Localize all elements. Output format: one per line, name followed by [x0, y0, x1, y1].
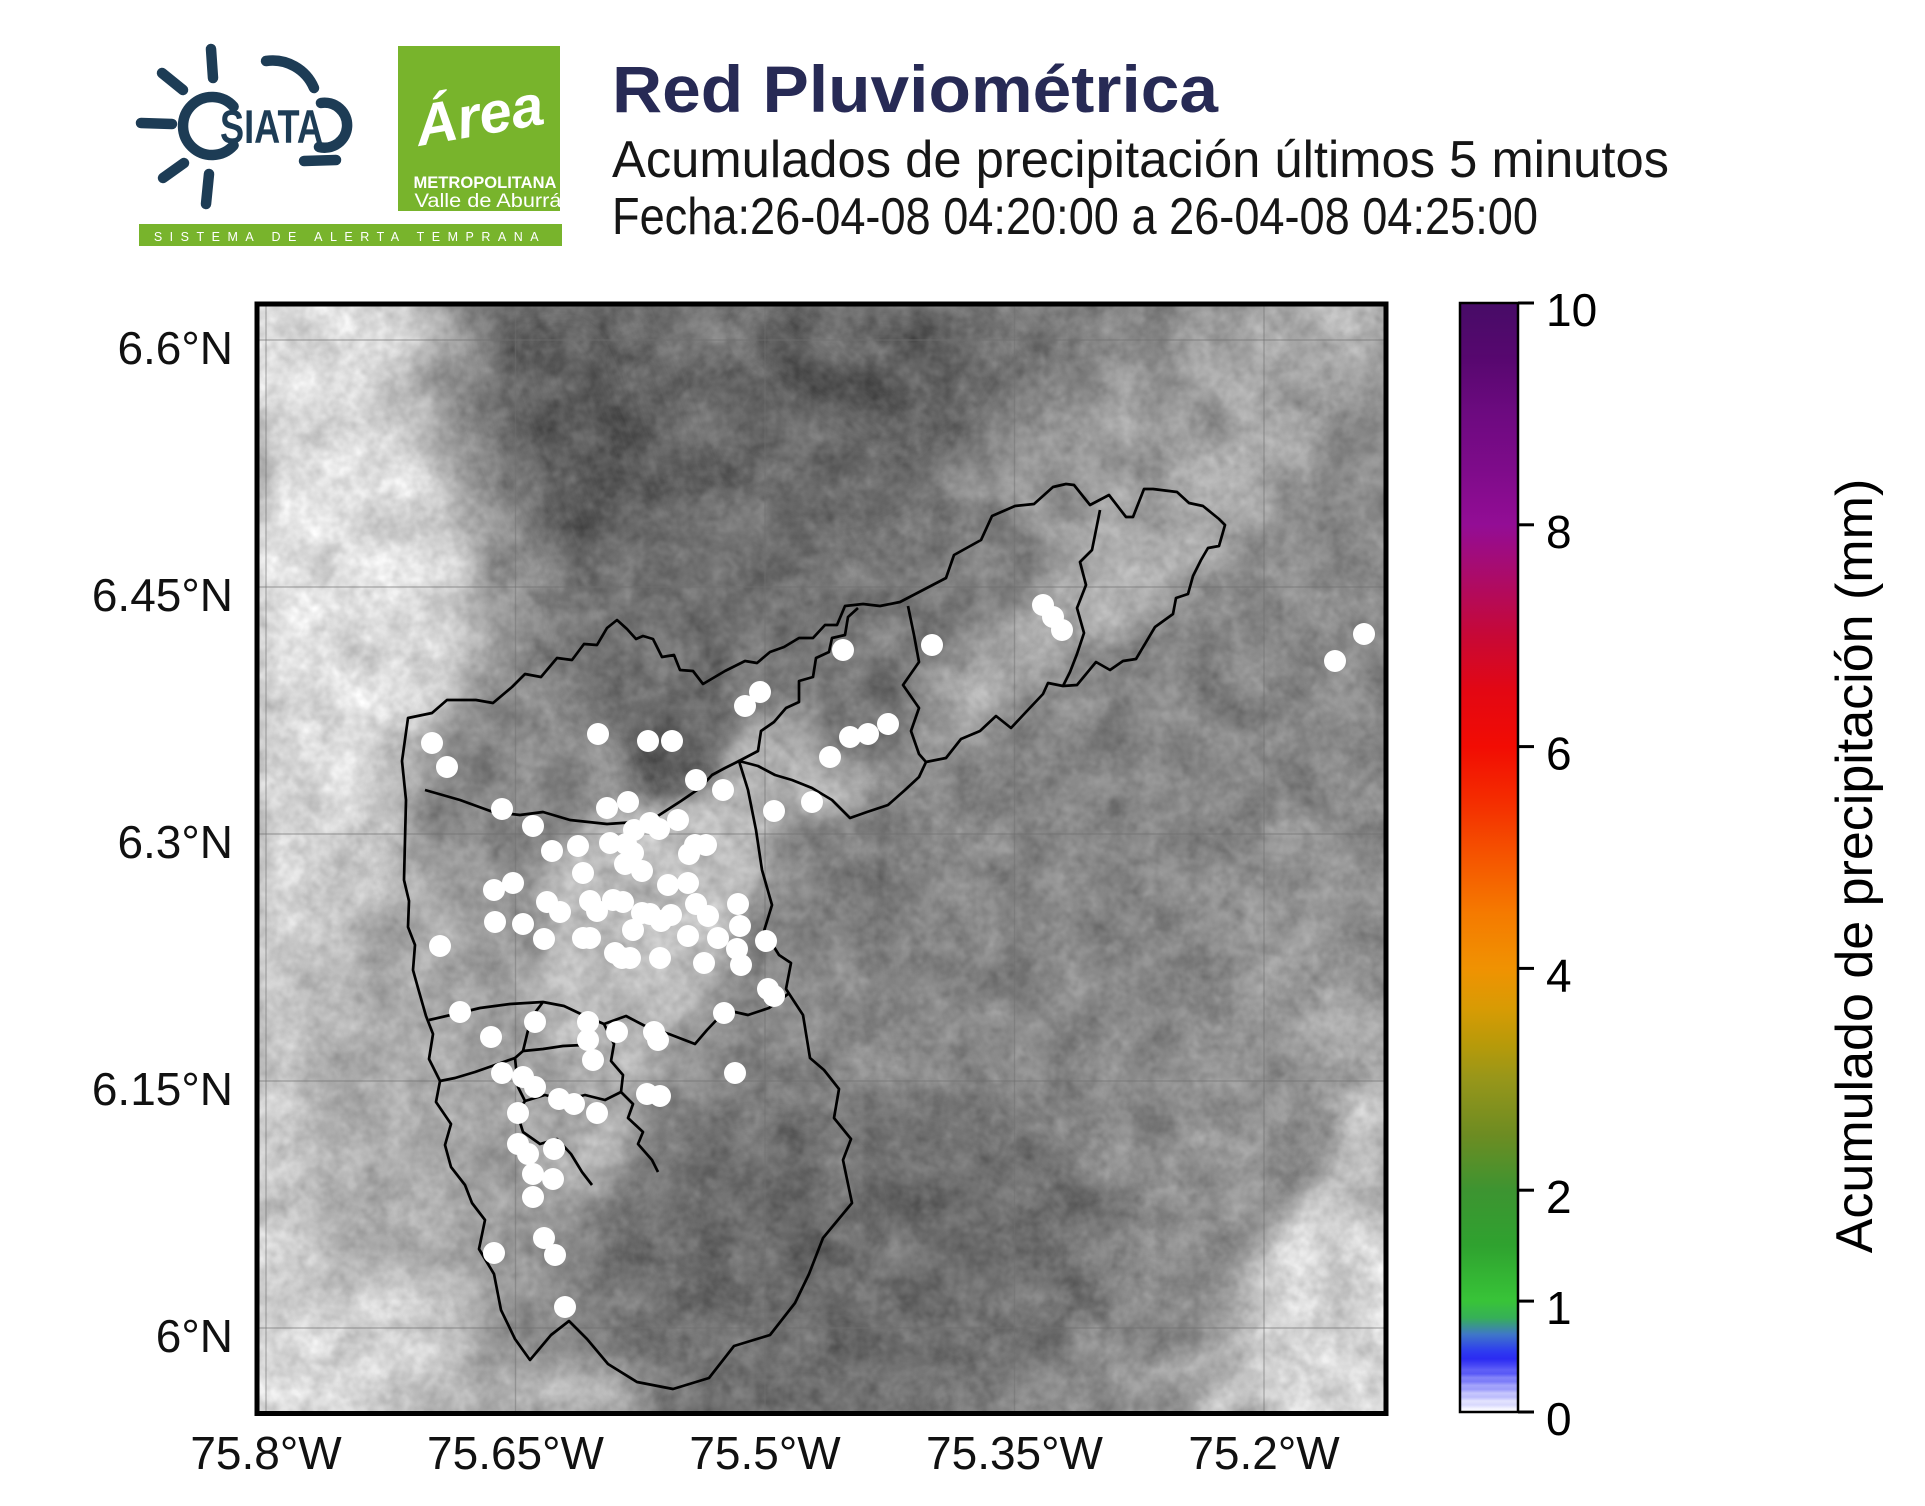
- svg-text:1: 1: [1546, 1282, 1572, 1334]
- svg-text:75.35°W: 75.35°W: [926, 1427, 1104, 1479]
- svg-text:6.3°N: 6.3°N: [117, 816, 233, 868]
- svg-text:Red Pluviométrica: Red Pluviométrica: [612, 52, 1219, 126]
- svg-text:Acumulado de precipitación (mm: Acumulado de precipitación (mm): [1826, 479, 1884, 1254]
- svg-text:6.6°N: 6.6°N: [117, 322, 233, 374]
- svg-text:6: 6: [1546, 728, 1572, 780]
- svg-text:4: 4: [1546, 949, 1572, 1001]
- svg-text:6.45°N: 6.45°N: [92, 569, 233, 621]
- svg-text:SISTEMA DE ALERTA TEMPRANA: SISTEMA DE ALERTA TEMPRANA: [154, 230, 546, 244]
- svg-text:75.8°W: 75.8°W: [190, 1427, 342, 1479]
- svg-text:Valle de Aburrá: Valle de Aburrá: [415, 191, 562, 212]
- svg-text:SIATA: SIATA: [220, 100, 323, 153]
- svg-text:75.65°W: 75.65°W: [427, 1427, 605, 1479]
- svg-text:75.2°W: 75.2°W: [1188, 1427, 1340, 1479]
- svg-text:2: 2: [1546, 1171, 1572, 1223]
- svg-text:75.5°W: 75.5°W: [689, 1427, 841, 1479]
- svg-text:Acumulados de precipitación úl: Acumulados de precipitación últimos 5 mi…: [612, 131, 1669, 189]
- svg-text:6.15°N: 6.15°N: [92, 1063, 233, 1115]
- svg-text:0: 0: [1546, 1393, 1572, 1445]
- svg-text:8: 8: [1546, 506, 1572, 558]
- svg-text:Fecha:26-04-08 04:20:00 a 26-0: Fecha:26-04-08 04:20:00 a 26-04-08 04:25…: [612, 188, 1538, 246]
- svg-text:10: 10: [1546, 284, 1597, 336]
- svg-text:METROPOLITANA: METROPOLITANA: [414, 173, 557, 192]
- svg-text:6°N: 6°N: [156, 1310, 233, 1362]
